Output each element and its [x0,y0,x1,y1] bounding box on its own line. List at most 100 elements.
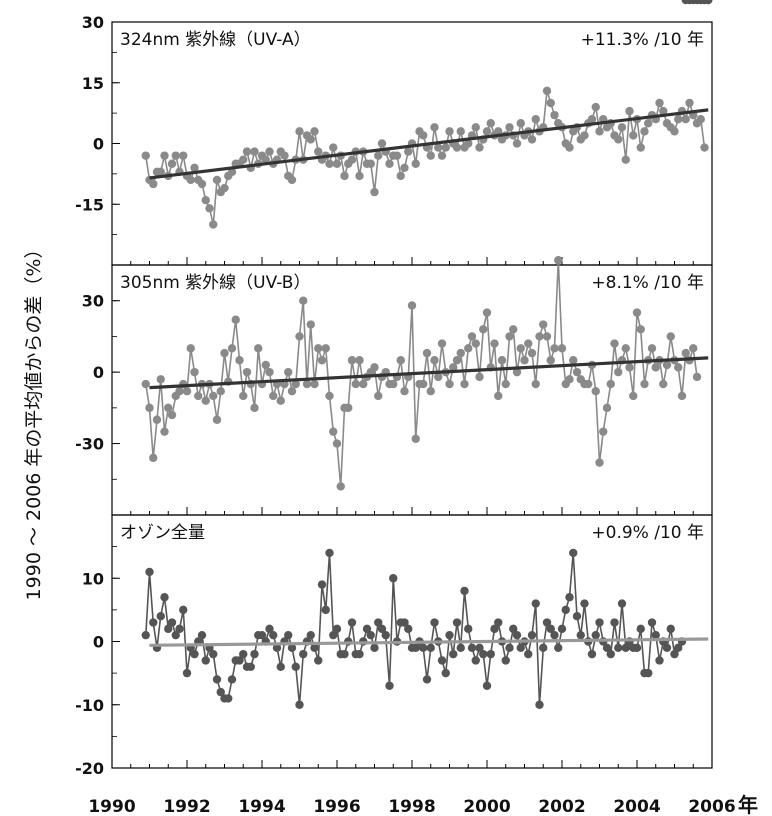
data-point [201,196,210,205]
data-point [186,344,195,353]
data-point [160,427,169,436]
data-point [479,325,488,334]
data-point [317,356,327,365]
x-tick-label: 1996 [313,797,360,816]
data-point [467,643,477,653]
data-point [216,386,225,396]
data-point [347,155,357,164]
data-point [194,391,203,401]
data-point [610,339,619,348]
data-point [655,656,664,665]
data-point [595,458,604,467]
y-tick-label: 15 [82,74,104,93]
data-point [325,391,334,401]
data-point [595,618,604,627]
trend-line [149,356,709,390]
data-point [512,630,522,640]
data-point [197,179,207,189]
data-point [546,98,555,108]
data-point [456,348,465,358]
data-point [295,332,304,341]
data-point [550,344,559,353]
data-point [164,403,173,413]
data-point [539,643,548,653]
data-point [486,649,495,659]
data-point [591,102,600,112]
data-point [370,187,379,197]
data-point [265,367,274,377]
data-point [700,143,709,152]
data-point [164,624,173,634]
data-point [332,624,342,634]
panel-3: 10 0 -10 -20 オゾン全量 +0.9% /10 年 [75,0,713,778]
x-axis-unit: 年 [738,793,758,816]
data-point [374,151,383,160]
data-point [355,649,364,659]
data-point [704,0,713,5]
data-point [674,115,683,124]
data-point [366,159,375,168]
data-point [287,643,297,653]
data-point [167,618,177,627]
data-point [542,332,552,341]
data-point [449,649,458,659]
x-tick-label: 1990 [88,797,135,816]
data-point [299,649,308,659]
data-point [617,123,627,132]
data-point [209,391,218,401]
data-point [531,599,540,608]
data-point [426,151,435,160]
data-point [636,325,645,334]
data-point [670,649,679,659]
data-point [385,159,394,168]
data-point [542,618,552,627]
data-point [332,439,342,448]
data-point [542,86,552,96]
data-point [291,379,300,389]
y-tick-label: 0 [93,363,104,382]
data-point [355,356,364,365]
data-point [171,151,180,160]
x-tick-label: 2002 [538,797,585,816]
data-point [460,379,469,389]
data-point [580,599,589,608]
data-point [175,624,184,634]
data-point [336,482,345,491]
data-point [329,427,338,436]
data-point [265,624,274,634]
data-point [287,175,297,185]
data-point [527,135,537,144]
data-point [321,344,330,353]
data-point [471,656,480,665]
data-point [340,649,349,659]
data-point [347,618,357,627]
data-point [366,630,375,640]
data-point [460,586,469,596]
data-point [385,681,394,690]
data-point [239,391,248,401]
data-point [227,167,237,177]
data-point [171,630,180,640]
trend-label: +0.9% /10 年 [591,523,704,543]
data-point [272,643,282,653]
data-point [404,147,413,156]
data-point [325,159,334,168]
data-point [347,356,357,365]
data-point [572,367,582,377]
data-point [456,643,465,653]
data-point [351,379,360,389]
data-point [329,630,338,640]
data-point [475,372,484,382]
data-point [512,139,522,148]
data-point [411,643,420,653]
data-point [400,618,409,627]
data-point [452,356,462,365]
data-point [190,367,199,377]
data-point [179,605,188,615]
data-point [145,567,154,577]
data-point [640,379,649,389]
data-point [546,624,555,634]
data-point [636,143,645,152]
data-point [494,618,503,627]
data-point [430,123,439,132]
